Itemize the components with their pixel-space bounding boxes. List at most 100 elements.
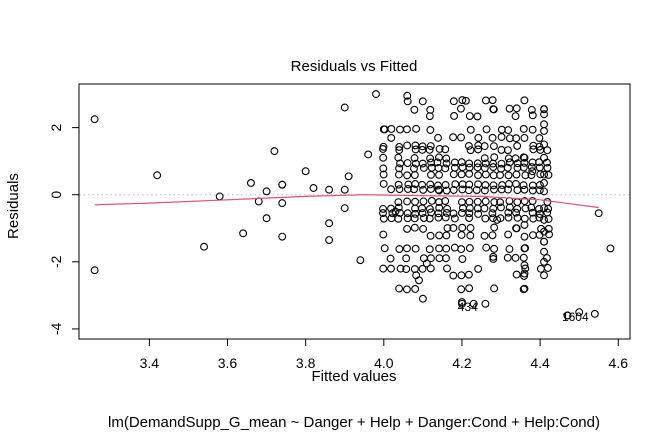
residual-point: [403, 185, 412, 193]
residual-point: [410, 185, 418, 194]
residual-point: [535, 181, 544, 189]
residual-point: [426, 142, 435, 150]
residual-point: [527, 171, 536, 180]
residual-point: [411, 244, 420, 253]
residual-point: [442, 231, 451, 240]
residual-point: [540, 120, 548, 129]
residual-point: [419, 254, 428, 263]
point-labels-layer: 434 1604: [458, 300, 589, 324]
residual-point: [528, 231, 537, 240]
residual-point: [426, 105, 435, 114]
residual-point: [488, 133, 497, 142]
residual-point: [90, 115, 99, 124]
residual-point: [410, 265, 419, 274]
y-tick-label: -4: [48, 322, 64, 335]
residual-point: [504, 171, 513, 180]
residual-point: [457, 231, 466, 239]
residual-point: [457, 158, 466, 167]
residual-point: [504, 208, 513, 217]
residual-point: [480, 142, 489, 151]
residual-point: [395, 208, 404, 217]
residual-point: [513, 141, 522, 150]
residual-point: [215, 192, 224, 201]
residual-point: [457, 245, 466, 254]
residual-point: [435, 244, 444, 253]
residual-point: [528, 158, 537, 167]
x-axis-label: Fitted values: [311, 368, 396, 385]
residual-point: [505, 104, 514, 113]
residual-point: [441, 164, 450, 173]
residual-point: [426, 254, 435, 263]
residual-point: [489, 142, 498, 151]
residual-point: [379, 179, 388, 188]
x-tick-label: 3.6: [218, 355, 238, 371]
residual-point: [513, 198, 522, 206]
residual-point: [90, 266, 99, 275]
y-tick-label: 0: [48, 191, 64, 199]
residual-point: [418, 180, 426, 189]
residual-point: [521, 264, 530, 273]
points-layer: [90, 90, 615, 320]
residual-point: [529, 214, 538, 223]
residual-point: [239, 229, 248, 238]
residual-point: [309, 184, 318, 192]
residual-point: [410, 154, 419, 163]
residual-point: [394, 180, 403, 189]
residual-point: [441, 213, 450, 222]
residual-point: [474, 141, 483, 150]
residual-point: [520, 284, 529, 293]
residual-point: [325, 219, 334, 228]
residual-point: [473, 197, 482, 206]
residual-point: [511, 253, 520, 262]
residual-point: [395, 164, 404, 173]
residual-point: [469, 299, 478, 308]
residual-point: [396, 264, 405, 273]
residual-point: [372, 90, 380, 99]
residual-point: [442, 159, 451, 168]
residual-point: [395, 185, 404, 194]
residual-point: [450, 112, 459, 120]
residual-point: [528, 125, 537, 134]
residual-point: [465, 197, 474, 206]
residual-point: [456, 104, 465, 113]
residual-point: [461, 96, 470, 105]
residual-point: [458, 209, 466, 217]
residual-point: [340, 103, 349, 112]
residual-point: [442, 244, 451, 253]
residual-point: [379, 230, 388, 239]
residual-point: [503, 163, 512, 172]
residual-point: [426, 231, 435, 240]
residual-point: [404, 180, 413, 189]
residual-point: [519, 163, 528, 172]
x-tick-label: 3.8: [296, 355, 316, 371]
residual-point: [200, 242, 209, 251]
residual-point: [278, 232, 287, 241]
residual-point: [418, 142, 427, 151]
x-tick-label: 4.4: [530, 355, 550, 371]
residual-point: [435, 186, 444, 195]
residual-point: [489, 214, 497, 223]
residual-point: [403, 141, 412, 150]
residual-point: [543, 163, 552, 172]
residual-point: [410, 214, 419, 223]
residual-point: [535, 163, 544, 172]
residual-point: [387, 133, 396, 142]
residual-point: [497, 159, 506, 168]
residual-point: [457, 133, 465, 142]
residual-point: [465, 163, 474, 172]
residual-point: [504, 185, 512, 194]
residual-point: [563, 311, 572, 320]
residual-point: [520, 220, 529, 229]
residual-point: [540, 153, 548, 162]
residual-point: [474, 180, 483, 189]
residual-point: [489, 252, 498, 261]
residual-point: [427, 196, 436, 205]
residual-point: [480, 231, 489, 240]
residual-point: [528, 197, 537, 205]
residual-point: [403, 224, 412, 233]
residual-point: [512, 104, 521, 113]
residual-point: [441, 145, 450, 154]
residual-point: [278, 180, 287, 189]
residual-point: [425, 145, 434, 154]
x-tick-label: 4.0: [374, 355, 394, 371]
